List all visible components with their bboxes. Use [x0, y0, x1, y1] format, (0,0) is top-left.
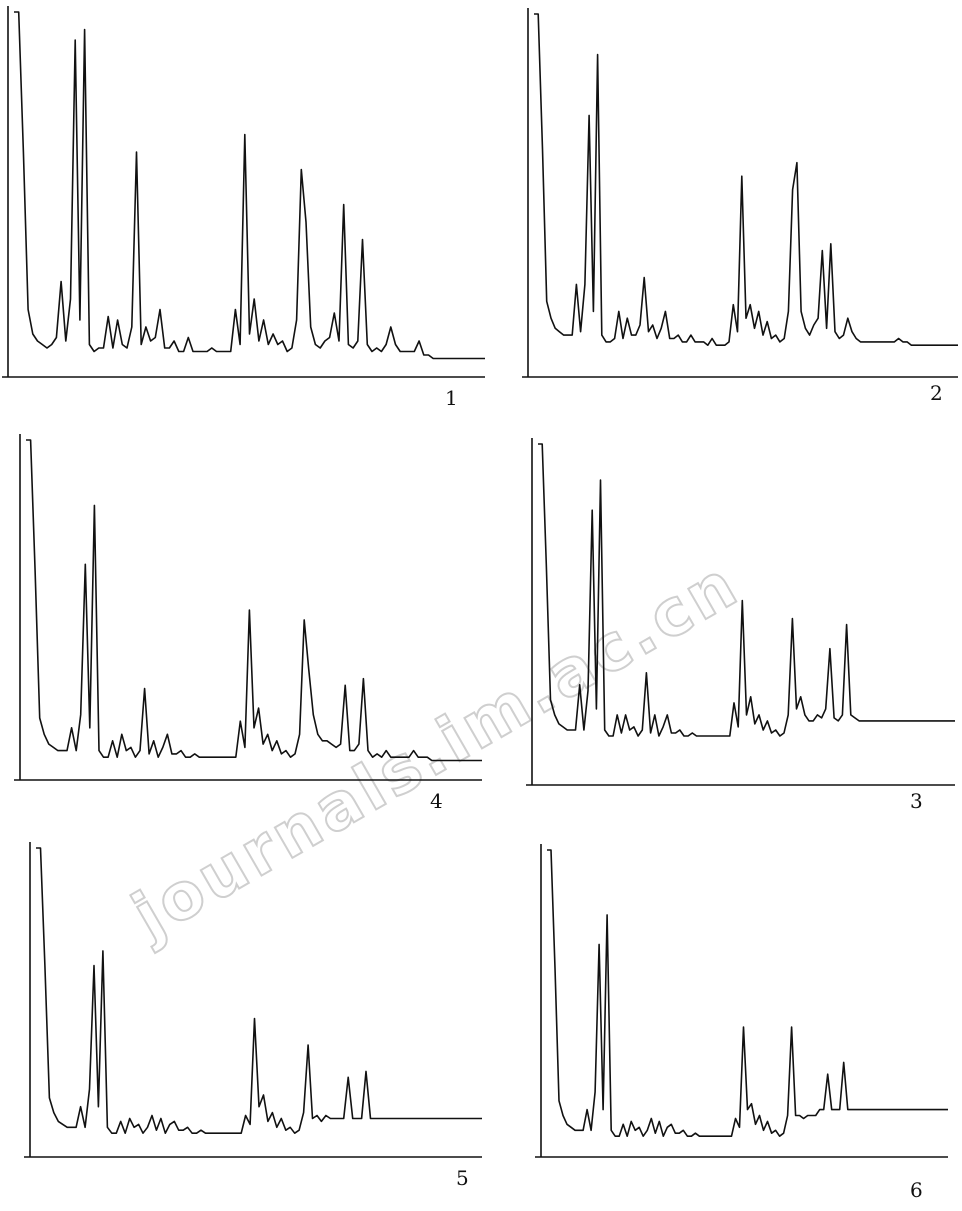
chromatogram-panel-5: 5 [24, 842, 482, 1190]
chromatogram-panel-1: 1 [2, 6, 485, 410]
chromatogram-trace [547, 849, 948, 1137]
watermark: journals.im.ac.cn [118, 547, 752, 956]
chromatogram-panel-3: 3 [526, 438, 955, 813]
chromatogram-panel-2: 2 [522, 8, 958, 405]
chromatogram-trace [534, 13, 958, 347]
chromatogram-trace [538, 443, 955, 737]
chromatogram-trace [36, 847, 482, 1134]
chromatogram-trace [26, 439, 482, 762]
panel-label: 3 [910, 789, 923, 813]
chromatogram-panel-4: 4 [14, 434, 482, 813]
chromatogram-panel-6: 6 [535, 844, 948, 1202]
chromatogram-trace [14, 11, 485, 360]
panel-label: 1 [445, 386, 458, 410]
panel-label: 4 [430, 789, 443, 813]
chromatogram-panels: 1 2 4 3 5 6 [2, 6, 958, 1202]
panel-label: 5 [456, 1166, 469, 1190]
panel-label: 2 [930, 381, 943, 405]
panel-label: 6 [910, 1178, 923, 1202]
